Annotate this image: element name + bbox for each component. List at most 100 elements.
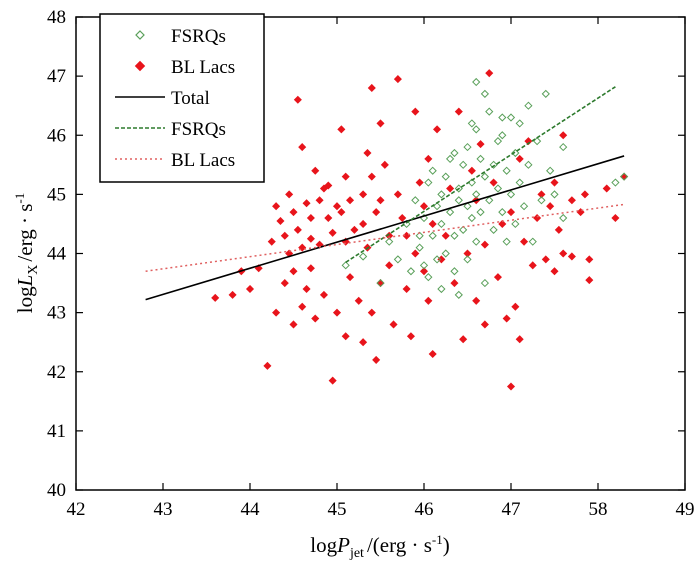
legend: FSRQs BL Lacs Total FSRQs BL Lacs (99, 13, 265, 183)
fsrq-point (506, 113, 516, 122)
fsrq-point (424, 178, 433, 187)
bl-lac-point (554, 225, 563, 234)
fsrq-point (611, 178, 620, 187)
bl-lac-point (428, 219, 437, 228)
bl-lac-point (280, 231, 289, 240)
fsrq-point (459, 225, 468, 234)
bl-lac-point (302, 199, 311, 208)
bl-lac-point (315, 240, 324, 249)
fsrq-point (528, 237, 537, 246)
bl-lac-point (428, 349, 437, 359)
bl-lac-point (372, 355, 381, 364)
x-tick-label: 44 (241, 499, 261, 520)
bl-lac-point (602, 184, 611, 193)
fsrq-point (428, 166, 437, 175)
bl-lac-point (502, 314, 511, 323)
bl-lac-point (620, 172, 629, 181)
bl-lac-point (311, 166, 320, 175)
bl-lac-point (376, 119, 385, 128)
fsrq-point (415, 231, 424, 240)
fit-line-total-solid (145, 155, 625, 301)
fsrq-point (472, 237, 481, 246)
y-tick-label: 43 (47, 303, 66, 324)
fsrq-point (450, 148, 459, 158)
bl-lac-point (520, 237, 529, 246)
fsrq-point (454, 290, 463, 299)
fsrq-point (376, 278, 385, 288)
bl-lac-point (350, 225, 359, 234)
x-tick-label: 45 (328, 499, 347, 520)
bl-lac-point (337, 208, 346, 217)
fsrq-point (498, 131, 507, 140)
fsrq-point (550, 190, 559, 199)
fsrq-point (393, 255, 403, 264)
bl-lac-point (328, 376, 337, 385)
bl-lac-point (289, 267, 298, 276)
fsrq-point (485, 107, 494, 116)
fsrq-point (445, 208, 455, 217)
bl-lac-point (341, 332, 350, 341)
bl-lac-point (385, 261, 394, 270)
bl-lac-point (585, 255, 594, 264)
bl-lac-point (298, 243, 307, 252)
fsrq-point (411, 196, 420, 205)
bl-lac-point (559, 131, 568, 140)
bl-lac-point (402, 284, 411, 293)
bl-lac-point (406, 332, 415, 341)
bl-lac-point (324, 181, 333, 190)
bl-lac-point (298, 302, 307, 311)
bl-lac-point (433, 125, 442, 134)
legend-bl-lacs-marker-diamond-filled-label: BL Lacs (171, 57, 235, 78)
bl-lac-point (559, 249, 568, 258)
fsrq-point (441, 249, 450, 258)
bl-lac-point (489, 178, 498, 187)
bl-lac-point (506, 382, 516, 391)
y-axis-title: logLX/erg · s-1 (12, 193, 41, 313)
x-tick-label: 46 (415, 499, 434, 520)
fsrq-point (432, 255, 442, 264)
axis-ticks: 42 43 44 45 46 47 58 49 40 41 42 43 44 45 46 47 48 (47, 7, 695, 520)
fsrq-point (537, 196, 546, 205)
legend-bl-lacs-marker-diamond-filled-symbol (134, 60, 146, 72)
bl-lac-point (450, 279, 459, 288)
fsrq-point (559, 142, 568, 152)
bl-lac-point (480, 320, 489, 329)
bl-lac-point (324, 214, 333, 223)
bl-lac-point (272, 308, 281, 317)
y-tick-label: 41 (47, 421, 66, 442)
bl-lac-point (424, 296, 433, 305)
fsrq-point (498, 208, 507, 217)
fit-line-fsrqs-dashed (345, 86, 616, 264)
fsrq-point (463, 202, 472, 211)
bl-lac-point (346, 273, 355, 282)
bl-lac-point (541, 255, 550, 264)
fsrq-point (419, 261, 429, 270)
x-tick-label: 47 (502, 499, 521, 520)
fsrq-point (467, 213, 476, 223)
bl-lac-point (441, 231, 450, 240)
bl-lac-point (467, 166, 476, 175)
bl-lac-point (272, 202, 281, 211)
bl-lac-point (515, 154, 524, 163)
fsrq-point (459, 160, 468, 169)
bl-lac-point (611, 214, 620, 223)
bl-lac-point (298, 143, 307, 152)
fsrq-point (515, 178, 524, 187)
bl-lac-point (267, 237, 276, 246)
bl-lac-point (359, 190, 368, 199)
bl-lac-point (306, 264, 315, 273)
bl-lac-point (367, 308, 376, 317)
bl-lac-point (585, 276, 594, 285)
bl-lac-point (354, 296, 363, 305)
bl-lac-point (263, 361, 272, 370)
bl-lac-point (498, 219, 507, 228)
legend-bl-lacs-line-dotted-label: BL Lacs (171, 150, 235, 171)
bl-lac-point (476, 140, 485, 149)
bl-lac-point (359, 219, 368, 228)
fsrq-point (463, 255, 472, 264)
fsrq-point (476, 154, 485, 164)
fsrq-point (502, 237, 511, 246)
bl-lac-point (359, 338, 368, 347)
y-tick-label: 48 (47, 7, 66, 28)
legend-fsrqs-marker-diamond-open-symbol (135, 30, 145, 40)
